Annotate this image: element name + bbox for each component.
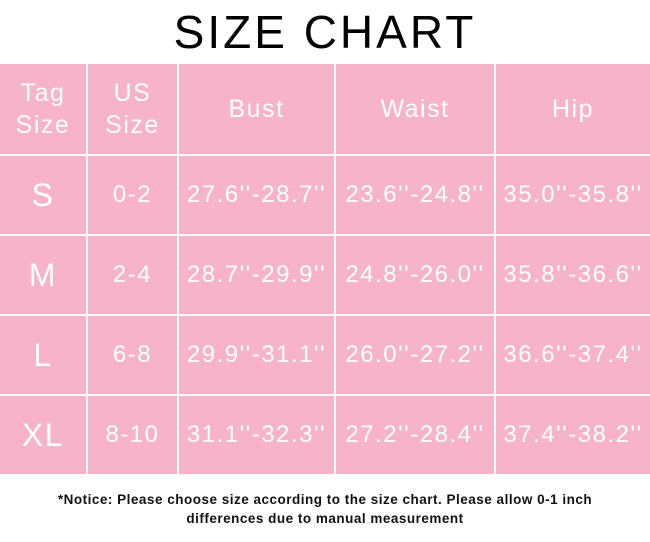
header-hip: Hip <box>494 62 650 156</box>
cell-bust: 29.9''-31.1'' <box>177 314 336 396</box>
notice-line: *Notice: Please choose size according to… <box>57 492 593 507</box>
size-table: Tag Size US Size Bust Waist Hip S 0-2 27.6… <box>0 62 650 476</box>
table-row: XL 8-10 31.1''-32.3'' 27.2''-28.4'' 37.4… <box>0 394 650 476</box>
cell-bust: 27.6''-28.7'' <box>177 154 336 236</box>
table-row: L 6-8 29.9''-31.1'' 26.0''-27.2'' 36.6''… <box>0 314 650 396</box>
table-row: S 0-2 27.6''-28.7'' 23.6''-24.8'' 35.0''… <box>0 154 650 236</box>
cell-tag: M <box>0 234 88 316</box>
cell-hip: 37.4''-38.2'' <box>494 394 650 476</box>
cell-tag: XL <box>0 394 88 476</box>
table-row: M 2-4 28.7''-29.9'' 24.8''-26.0'' 35.8''… <box>0 234 650 316</box>
header-us-size: US Size <box>86 62 179 156</box>
notice-text: *Notice: Please choose size according to… <box>0 490 650 528</box>
cell-tag: L <box>0 314 88 396</box>
cell-waist: 24.8''-26.0'' <box>334 234 496 316</box>
cell-waist: 27.2''-28.4'' <box>334 394 496 476</box>
cell-tag: S <box>0 154 88 236</box>
cell-bust: 28.7''-29.9'' <box>177 234 336 316</box>
cell-us: 8-10 <box>86 394 179 476</box>
cell-waist: 26.0''-27.2'' <box>334 314 496 396</box>
page-title: SIZE CHART <box>173 6 477 58</box>
header-tag-size: Tag Size <box>0 62 88 156</box>
cell-waist: 23.6''-24.8'' <box>334 154 496 236</box>
cell-hip: 35.0''-35.8'' <box>494 154 650 236</box>
cell-us: 0-2 <box>86 154 179 236</box>
cell-us: 2-4 <box>86 234 179 316</box>
header-bust: Bust <box>177 62 336 156</box>
cell-hip: 35.8''-36.6'' <box>494 234 650 316</box>
cell-us: 6-8 <box>86 314 179 396</box>
table-header-row: Tag Size US Size Bust Waist Hip <box>0 62 650 156</box>
cell-bust: 31.1''-32.3'' <box>177 394 336 476</box>
header-waist: Waist <box>334 62 496 156</box>
notice-line: differences due to manual measurement <box>186 511 464 526</box>
cell-hip: 36.6''-37.4'' <box>494 314 650 396</box>
